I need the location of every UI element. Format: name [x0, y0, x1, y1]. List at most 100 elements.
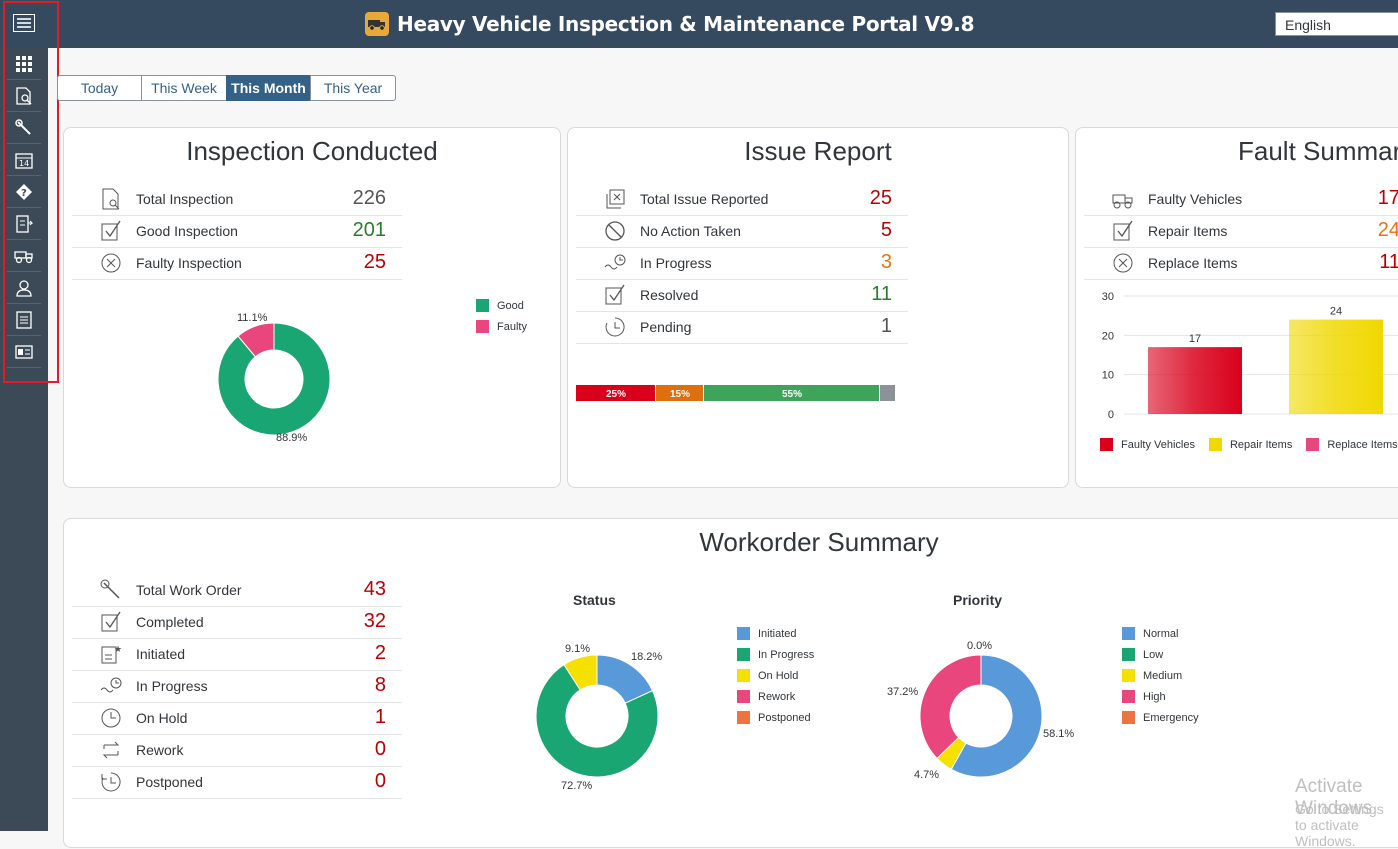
issue-title: Issue Report — [744, 136, 892, 166]
issue-bar-segment[interactable] — [656, 385, 703, 401]
stat-label: Pending — [640, 319, 692, 335]
stat-row: On Hold 1 — [72, 703, 402, 735]
stat-row: Total Work Order 43 — [72, 575, 402, 607]
stat-value: 2 — [374, 642, 386, 664]
stat-label: Replace Items — [1148, 255, 1238, 271]
help-icon[interactable]: ? — [7, 177, 41, 208]
legend-label: On Hold — [758, 669, 799, 682]
menu-icon[interactable] — [7, 8, 41, 38]
grid-icon[interactable] — [7, 49, 41, 80]
legend-item[interactable]: Rework — [737, 686, 814, 707]
checkbox-icon — [605, 284, 625, 305]
tab-this-week[interactable]: This Week — [141, 75, 226, 101]
stat-label: Total Work Order — [136, 582, 242, 598]
legend-label: High — [1143, 690, 1166, 703]
legend-item[interactable]: In Progress — [737, 644, 814, 665]
stat-value: 0 — [374, 738, 386, 760]
legend-label: Postponed — [758, 711, 811, 724]
priority-chart-title: Priority — [953, 592, 1003, 608]
stat-value: 43 — [363, 578, 386, 600]
language-value: English — [1285, 17, 1331, 33]
app-header: Heavy Vehicle Inspection & Maintenance P… — [0, 0, 1398, 48]
svg-text:★: ★ — [114, 645, 122, 655]
fault-legend: Faulty Vehicles Repair Items Replace Items — [1100, 434, 1398, 455]
stat-label: Repair Items — [1148, 223, 1228, 239]
status-donut-slice[interactable] — [563, 654, 598, 691]
status-legend: Initiated In Progress On Hold Rework Postpon… — [737, 623, 814, 728]
legend-swatch — [1122, 690, 1135, 703]
issue-bar-segment[interactable] — [880, 385, 895, 401]
report-icon[interactable] — [7, 209, 41, 240]
legend-swatch — [1122, 711, 1135, 724]
legend-item[interactable]: Low — [1122, 644, 1199, 665]
issue-bar-segment[interactable] — [576, 385, 655, 401]
legend-swatch — [737, 669, 750, 682]
inspection-donut-slice[interactable] — [237, 322, 275, 358]
legend-item[interactable]: Replace Items — [1306, 434, 1398, 455]
stat-row: Good Inspection 201 — [72, 216, 402, 248]
legend-item[interactable]: Emergency — [1122, 707, 1199, 728]
watermark-line1: Activate Windows — [1295, 776, 1373, 819]
stat-label: Rework — [136, 742, 184, 758]
tab-this-year[interactable]: This Year — [310, 75, 396, 101]
stat-row: Replace Items 11 — [1084, 248, 1398, 280]
language-select[interactable]: English — [1275, 12, 1398, 36]
stat-value: 1 — [374, 706, 386, 728]
app-title-wrap: Heavy Vehicle Inspection & Maintenance P… — [365, 10, 975, 38]
priority-donut-slice[interactable] — [950, 654, 1043, 778]
stat-row: Pending 1 — [576, 312, 908, 344]
priority-donut-pct-label: 0.0% — [967, 640, 992, 652]
fault-bar[interactable] — [1289, 319, 1383, 414]
inspection-card: Inspection Conducted Total Inspection 226… — [63, 127, 561, 488]
legend-item[interactable]: Postponed — [737, 707, 814, 728]
vehicle-icon[interactable] — [7, 241, 41, 272]
stat-label: Faulty Vehicles — [1148, 191, 1243, 207]
tab-this-month[interactable]: This Month — [226, 75, 310, 101]
id-card-icon[interactable] — [7, 337, 41, 368]
status-donut-slice[interactable] — [535, 664, 659, 778]
stat-label: Resolved — [640, 287, 699, 303]
stat-label: On Hold — [136, 710, 188, 726]
legend-item[interactable]: On Hold — [737, 665, 814, 686]
user-icon[interactable] — [7, 273, 41, 304]
legend-item[interactable]: Faulty — [476, 316, 527, 337]
legend-item[interactable]: Repair Items — [1208, 434, 1292, 455]
legend-label: Faulty Vehicles — [1121, 438, 1195, 451]
stat-row: No Action Taken 5 — [576, 216, 908, 248]
initiated-icon: ★ — [101, 645, 122, 664]
checklist-icon[interactable] — [7, 305, 41, 336]
legend-item[interactable]: Normal — [1122, 623, 1199, 644]
legend-label: Faulty — [497, 320, 527, 333]
issue-bar-segment[interactable] — [704, 385, 879, 401]
tab-today[interactable]: Today — [57, 75, 141, 101]
workorder-title: Workorder Summary — [699, 527, 939, 557]
legend-label: In Progress — [758, 648, 815, 661]
stat-value: 24 — [1377, 219, 1398, 241]
legend-swatch — [737, 690, 750, 703]
calendar-icon[interactable]: 14 — [7, 145, 41, 176]
progress-icon — [604, 254, 626, 270]
stat-value: 226 — [352, 187, 386, 209]
wrench-icon[interactable] — [7, 113, 41, 144]
postponed-icon — [101, 772, 121, 792]
legend-item[interactable]: Good — [476, 295, 527, 316]
legend-label: Normal — [1143, 627, 1179, 640]
stat-value: 17 — [1377, 187, 1398, 209]
checkbox-icon — [1113, 220, 1133, 241]
stat-value: 5 — [880, 219, 892, 241]
inspection-donut-slice[interactable] — [217, 322, 331, 436]
stat-value: 11 — [871, 283, 892, 305]
legend-label: Initiated — [758, 627, 797, 640]
fault-bar[interactable] — [1148, 347, 1242, 414]
stat-label: Completed — [136, 614, 204, 630]
inspection-title: Inspection Conducted — [186, 136, 438, 166]
inspection-icon[interactable] — [7, 81, 41, 112]
legend-item[interactable]: Medium — [1122, 665, 1199, 686]
priority-donut-slice[interactable] — [919, 654, 982, 760]
legend-item[interactable]: High — [1122, 686, 1199, 707]
stat-value: 201 — [352, 219, 386, 241]
issue-bar-label: 55% — [782, 389, 802, 400]
legend-item[interactable]: Faulty Vehicles — [1100, 434, 1195, 455]
legend-item[interactable]: Initiated — [737, 623, 814, 644]
stat-row: Total Inspection 226 — [72, 184, 402, 216]
